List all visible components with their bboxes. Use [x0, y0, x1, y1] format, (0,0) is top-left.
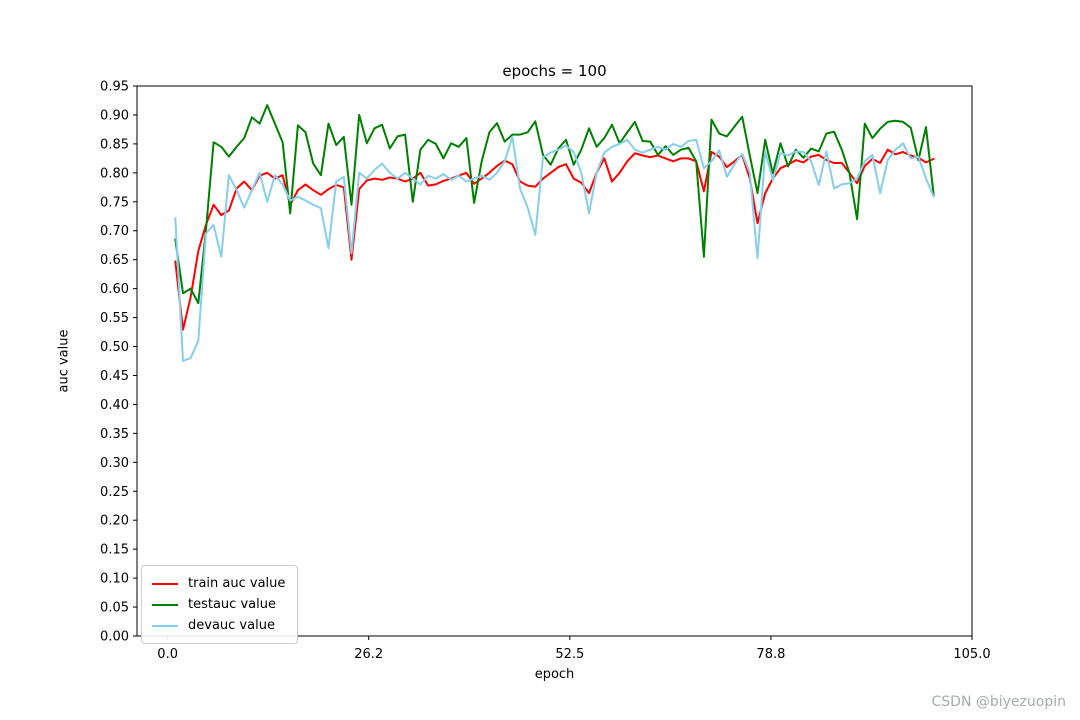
legend-item-test: testauc value: [152, 594, 285, 615]
x-tick-label: 78.8: [756, 647, 785, 662]
y-tick-label: 0.15: [100, 543, 129, 558]
y-tick-label: 0.85: [100, 137, 129, 152]
y-tick-label: 0.90: [100, 108, 129, 123]
legend-line-train: [152, 582, 178, 585]
y-tick-label: 0.80: [100, 166, 129, 181]
series-line-train-auc-value: [174, 148, 935, 331]
y-axis-label: auc value: [56, 329, 72, 393]
x-tick-label: 105.0: [953, 647, 990, 662]
y-tick-label: 0.75: [100, 195, 129, 210]
legend-item-train: train auc value: [152, 573, 285, 594]
legend: train auc value testauc value devauc val…: [141, 565, 299, 644]
axes-spines: [136, 85, 973, 637]
y-tick-label: 0.65: [100, 253, 129, 268]
legend-item-dev: devauc value: [152, 615, 285, 636]
y-tick-label: 0.25: [100, 485, 129, 500]
x-tick-label: 52.5: [555, 647, 584, 662]
series-line-devauc-value: [174, 135, 935, 362]
legend-label-train: train auc value: [188, 576, 286, 591]
y-tick-label: 0.60: [100, 282, 129, 297]
y-tick-label: 0.10: [100, 572, 129, 587]
y-tick-label: 0.70: [100, 224, 129, 239]
legend-line-test: [152, 603, 178, 606]
y-tick-label: 0.05: [100, 601, 129, 616]
y-tick-label: 0.40: [100, 398, 129, 413]
y-tick-label: 0.00: [100, 630, 129, 645]
y-tick-label: 0.35: [100, 427, 129, 442]
x-tick-label: 26.2: [354, 647, 383, 662]
legend-line-dev: [152, 624, 178, 627]
y-tick-label: 0.45: [100, 369, 129, 384]
legend-label-dev: devauc value: [188, 618, 275, 633]
x-axis-label: epoch: [534, 667, 575, 682]
watermark: CSDN @biyezuopin: [931, 694, 1066, 710]
legend-label-test: testauc value: [188, 597, 276, 612]
x-tick-label: 0.0: [157, 647, 178, 662]
y-tick-label: 0.20: [100, 514, 129, 529]
series-line-testauc-value: [174, 104, 935, 305]
chart-title: epochs = 100: [502, 62, 607, 80]
y-tick-label: 0.55: [100, 311, 129, 326]
y-tick-label: 0.50: [100, 340, 129, 355]
y-tick-label: 0.95: [100, 80, 129, 95]
y-tick-label: 0.30: [100, 456, 129, 471]
